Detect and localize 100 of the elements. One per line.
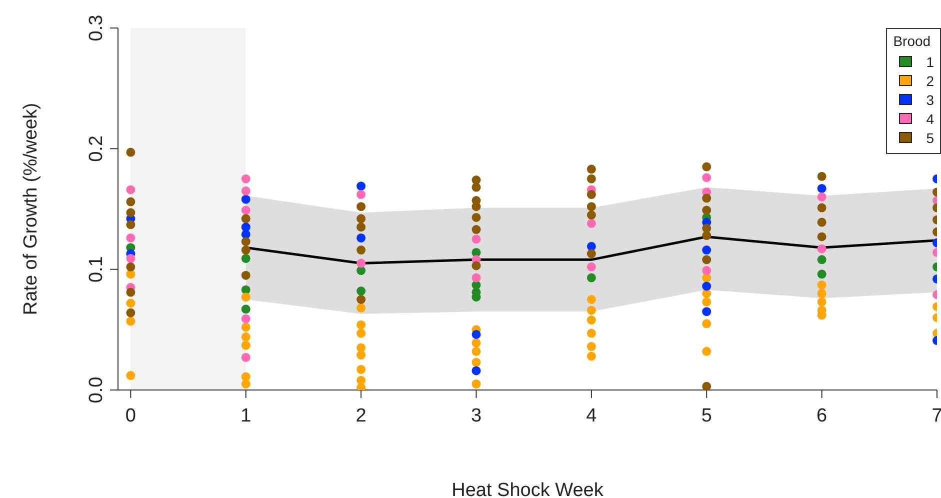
y-axis-title: Rate of Growth (%/week)	[20, 102, 42, 316]
point	[241, 206, 250, 215]
point	[702, 173, 712, 182]
point	[586, 210, 596, 220]
point	[126, 208, 136, 218]
point	[126, 316, 136, 326]
point	[586, 295, 596, 304]
point	[817, 192, 826, 202]
point	[356, 286, 366, 296]
point	[126, 371, 136, 380]
point	[126, 288, 136, 297]
point	[241, 340, 250, 350]
legend-label: 4	[926, 110, 934, 126]
point	[472, 234, 481, 244]
point	[586, 316, 596, 325]
point	[817, 288, 826, 298]
point	[817, 184, 826, 193]
point	[241, 292, 250, 302]
point	[586, 174, 596, 184]
point	[356, 295, 366, 304]
point	[586, 164, 596, 174]
point	[472, 338, 481, 348]
point	[586, 202, 596, 212]
point	[241, 332, 250, 342]
legend-label: 2	[926, 72, 934, 88]
point	[356, 222, 366, 232]
point	[472, 330, 481, 339]
x-tick-label: 5	[701, 405, 712, 426]
point	[126, 254, 136, 263]
point	[241, 379, 250, 388]
point	[472, 182, 481, 192]
point	[472, 212, 481, 222]
point	[126, 308, 136, 318]
point	[472, 261, 481, 270]
point	[356, 350, 366, 360]
legend-title: Brood	[893, 33, 932, 49]
point	[356, 214, 366, 224]
point	[356, 266, 366, 276]
y-tick-label: 0.3	[86, 14, 107, 42]
point	[817, 280, 826, 290]
point	[241, 270, 250, 280]
point	[702, 307, 712, 316]
x-axis-title: Heat Shock Week	[452, 480, 604, 498]
point	[356, 328, 366, 338]
point	[356, 246, 366, 255]
point	[702, 282, 712, 291]
point	[472, 379, 481, 388]
point	[241, 194, 250, 204]
y-tick-label: 0.1	[86, 256, 107, 283]
point	[126, 185, 136, 194]
x-tick-label: 2	[356, 405, 366, 426]
legend-label: 5	[926, 130, 934, 146]
point	[472, 346, 481, 356]
point	[356, 233, 366, 242]
point	[241, 254, 250, 263]
point	[586, 218, 596, 228]
point	[241, 246, 250, 255]
point	[702, 246, 712, 255]
x-tick-label: 3	[470, 405, 482, 426]
point	[586, 262, 596, 272]
point	[472, 273, 481, 282]
point	[702, 346, 712, 356]
point	[817, 172, 826, 181]
point	[586, 190, 596, 200]
point	[126, 233, 136, 242]
point	[241, 304, 250, 314]
point	[702, 231, 712, 240]
point	[702, 266, 712, 276]
point	[356, 202, 366, 212]
point	[702, 206, 712, 215]
point	[241, 314, 250, 324]
point	[817, 218, 826, 227]
point	[586, 306, 596, 315]
point	[472, 358, 481, 367]
point	[241, 174, 250, 184]
point	[356, 190, 366, 200]
point	[356, 364, 366, 374]
x-tick-label: 6	[816, 405, 828, 426]
y-tick-label: 0.0	[86, 376, 107, 404]
point	[702, 297, 712, 306]
x-tick-label: 1	[240, 405, 252, 426]
point	[241, 214, 250, 224]
point	[241, 322, 250, 332]
point	[126, 148, 136, 157]
point	[241, 186, 250, 196]
point	[702, 255, 712, 264]
point	[817, 244, 826, 254]
point	[817, 297, 826, 306]
point	[472, 366, 481, 376]
point	[817, 255, 826, 264]
point	[586, 342, 596, 352]
point	[817, 203, 826, 212]
point	[126, 262, 136, 272]
point	[702, 382, 712, 390]
point	[586, 273, 596, 282]
y-tick-label: 0.2	[86, 135, 107, 162]
point	[702, 194, 712, 203]
point	[817, 232, 826, 242]
point	[126, 298, 136, 308]
x-tick-label: 4	[586, 405, 598, 426]
